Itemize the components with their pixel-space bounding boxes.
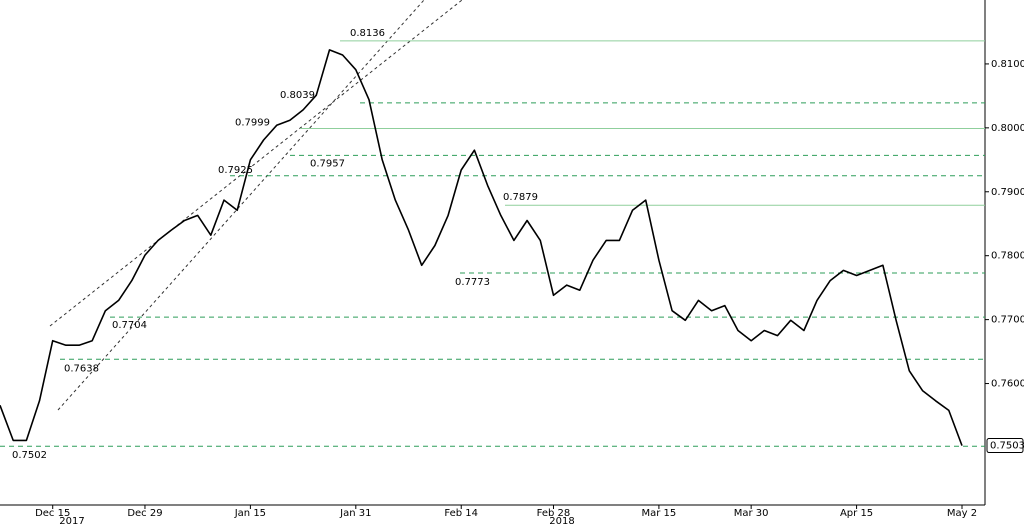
year-label: 2018 xyxy=(549,516,574,527)
level-label: 0.7502 xyxy=(12,450,47,461)
price-line xyxy=(0,49,963,446)
x-tick-label: Feb 14 xyxy=(444,508,478,519)
x-tick-label: Dec 29 xyxy=(127,508,162,519)
y-tick-label: 0.8000 xyxy=(991,123,1024,134)
y-tick-label: 0.7900 xyxy=(991,187,1024,198)
x-tick-label: Jan 15 xyxy=(234,508,266,519)
y-tick-label: 0.8100 xyxy=(991,59,1024,70)
level-label: 0.8136 xyxy=(350,28,385,39)
level-label: 0.7925 xyxy=(218,165,253,176)
y-tick-label: 0.7700 xyxy=(991,315,1024,326)
y-tick-label: 0.7800 xyxy=(991,251,1024,262)
x-tick-label: Feb 28 xyxy=(537,508,571,519)
level-label: 0.7957 xyxy=(310,158,345,169)
x-tick-label: Jan 31 xyxy=(339,508,371,519)
x-tick-label: Mar 30 xyxy=(734,508,769,519)
x-tick-label: Apr 15 xyxy=(840,508,873,519)
level-label: 0.7999 xyxy=(235,117,270,128)
y-tick-label: 0.7600 xyxy=(991,379,1024,390)
x-tick-label: May 2 xyxy=(947,508,977,519)
level-label: 0.7638 xyxy=(64,363,99,374)
x-tick-label: Mar 15 xyxy=(642,508,677,519)
last-value-box xyxy=(986,438,1024,454)
level-label: 0.7879 xyxy=(503,192,538,203)
year-label: 2017 xyxy=(59,516,84,527)
last-value-label: 0.7503 xyxy=(990,441,1024,452)
x-tick-label: Dec 15 xyxy=(35,508,70,519)
level-label: 0.7704 xyxy=(112,320,147,331)
level-label: 0.7773 xyxy=(455,277,490,288)
channel-lower xyxy=(57,0,425,411)
level-label: 0.8039 xyxy=(280,90,315,101)
